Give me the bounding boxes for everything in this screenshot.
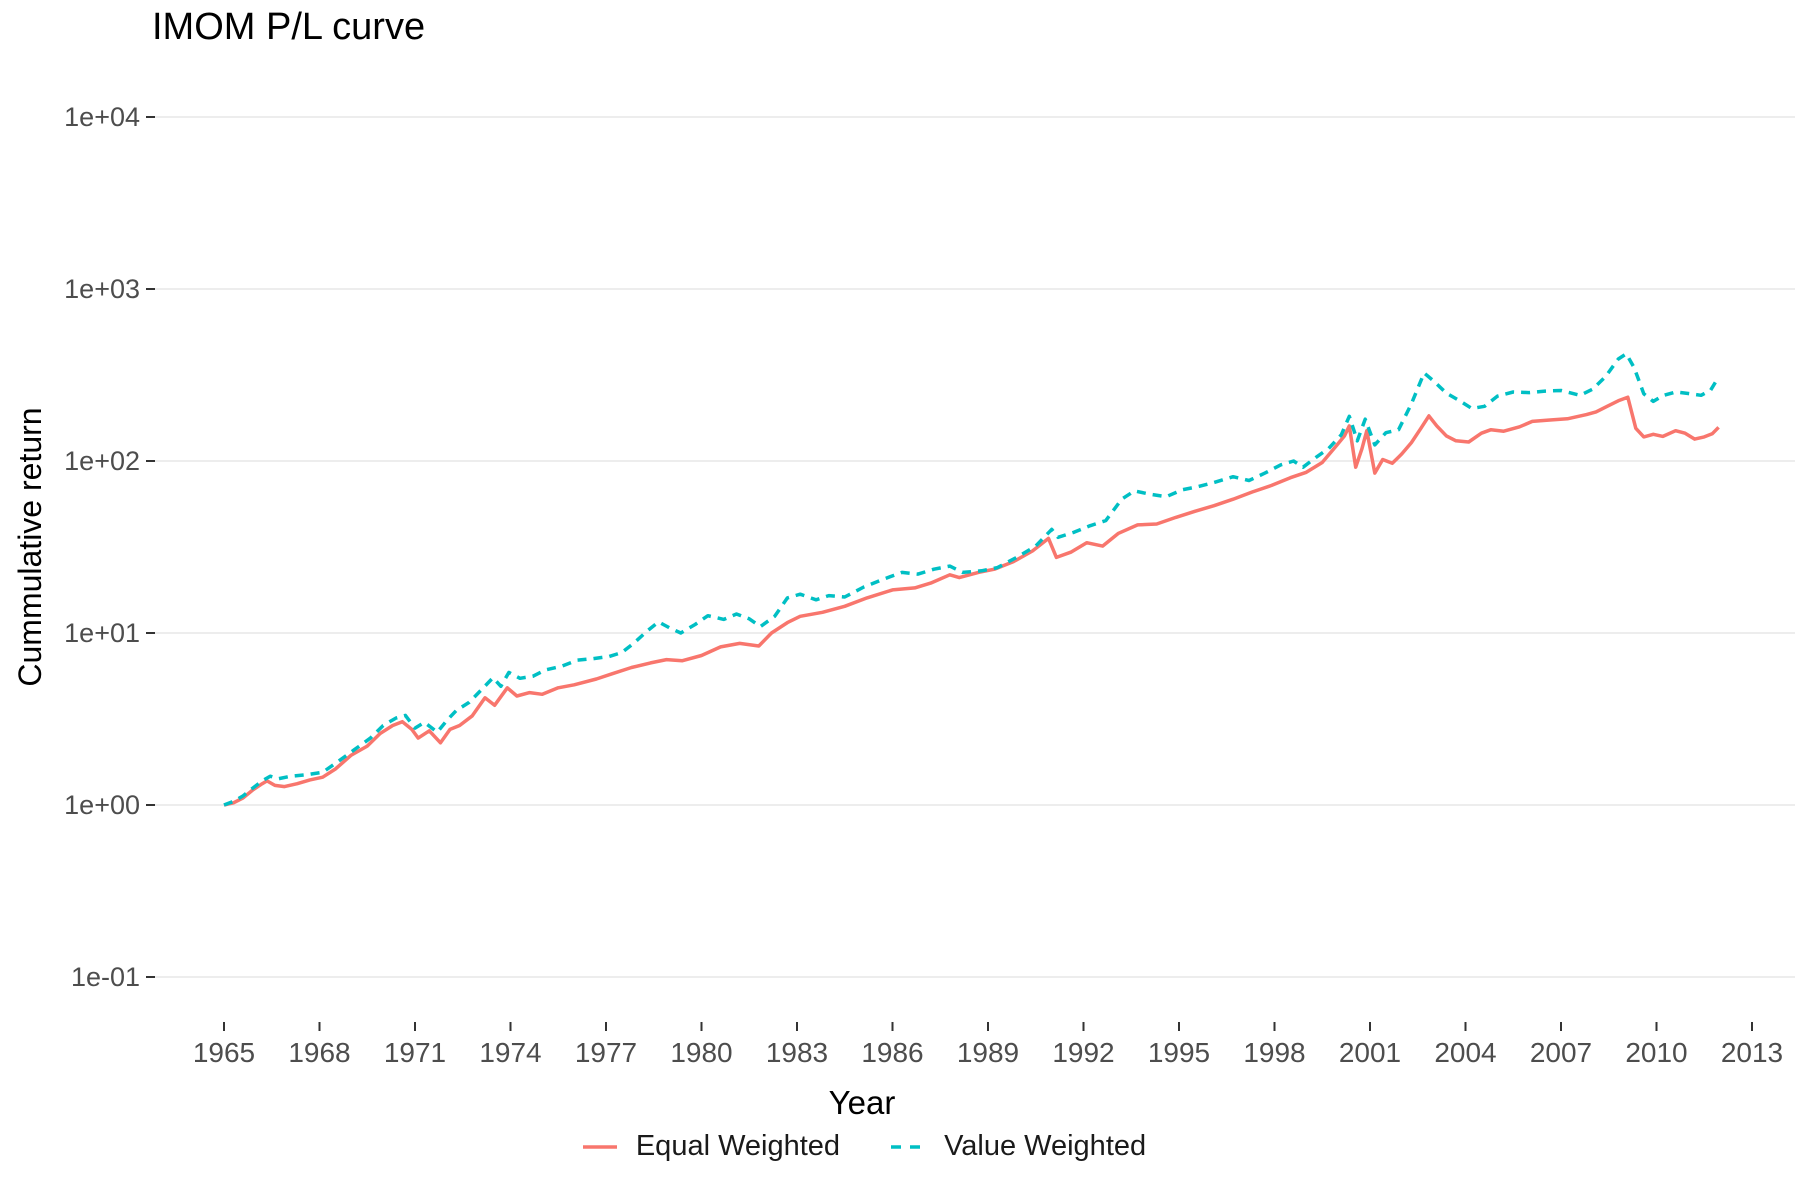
y-tick-label: 1e+01 bbox=[64, 618, 140, 648]
legend-swatch-dashed-line-icon bbox=[891, 1144, 921, 1149]
y-tick-label: 1e+03 bbox=[64, 274, 140, 304]
x-tick-label: 1980 bbox=[670, 1037, 732, 1068]
legend-swatch-solid-line-icon bbox=[582, 1144, 617, 1149]
chart-title: IMOM P/L curve bbox=[152, 6, 426, 48]
x-tick-label: 1983 bbox=[766, 1037, 828, 1068]
x-tick-label: 2001 bbox=[1339, 1037, 1401, 1068]
x-tick-label: 1965 bbox=[193, 1037, 255, 1068]
legend-label-equal-weighted: Equal Weighted bbox=[635, 1130, 841, 1162]
x-tick-label: 1989 bbox=[957, 1037, 1019, 1068]
y-tick-label: 1e+02 bbox=[64, 446, 140, 476]
x-tick-label: 1977 bbox=[575, 1037, 637, 1068]
legend-item-equal-weighted: Equal Weighted bbox=[578, 1130, 840, 1163]
plot-area: 1e-01 1e+00 1e+01 1e+02 1e+03 1e+04 1965 1968 19… bbox=[64, 102, 1795, 1068]
legend-label-value-weighted: Value Weighted bbox=[944, 1130, 1147, 1162]
y-tick-label: 1e+04 bbox=[64, 102, 140, 132]
x-axis-title: Year bbox=[828, 1084, 896, 1121]
y-tick-label: 1e+00 bbox=[64, 790, 140, 820]
x-tick-label: 2007 bbox=[1530, 1037, 1592, 1068]
y-tick-label: 1e-01 bbox=[71, 962, 140, 992]
x-tick-label: 2010 bbox=[1625, 1037, 1687, 1068]
legend: Equal Weighted Value Weighted bbox=[0, 1130, 1724, 1163]
x-tick-label: 1971 bbox=[384, 1037, 446, 1068]
x-tick-label: 2004 bbox=[1434, 1037, 1496, 1068]
x-tick-label: 2013 bbox=[1721, 1037, 1783, 1068]
series-line-value-weighted bbox=[223, 352, 1721, 807]
x-tick-label: 1986 bbox=[861, 1037, 923, 1068]
legend-item-value-weighted: Value Weighted bbox=[886, 1130, 1146, 1163]
x-tick-label: 1974 bbox=[479, 1037, 541, 1068]
series-line-equal-weighted bbox=[223, 395, 1720, 807]
x-tick-label: 1998 bbox=[1243, 1037, 1305, 1068]
x-tick-label: 1968 bbox=[288, 1037, 350, 1068]
x-tick-label: 1995 bbox=[1148, 1037, 1210, 1068]
x-tick-label: 1992 bbox=[1052, 1037, 1114, 1068]
